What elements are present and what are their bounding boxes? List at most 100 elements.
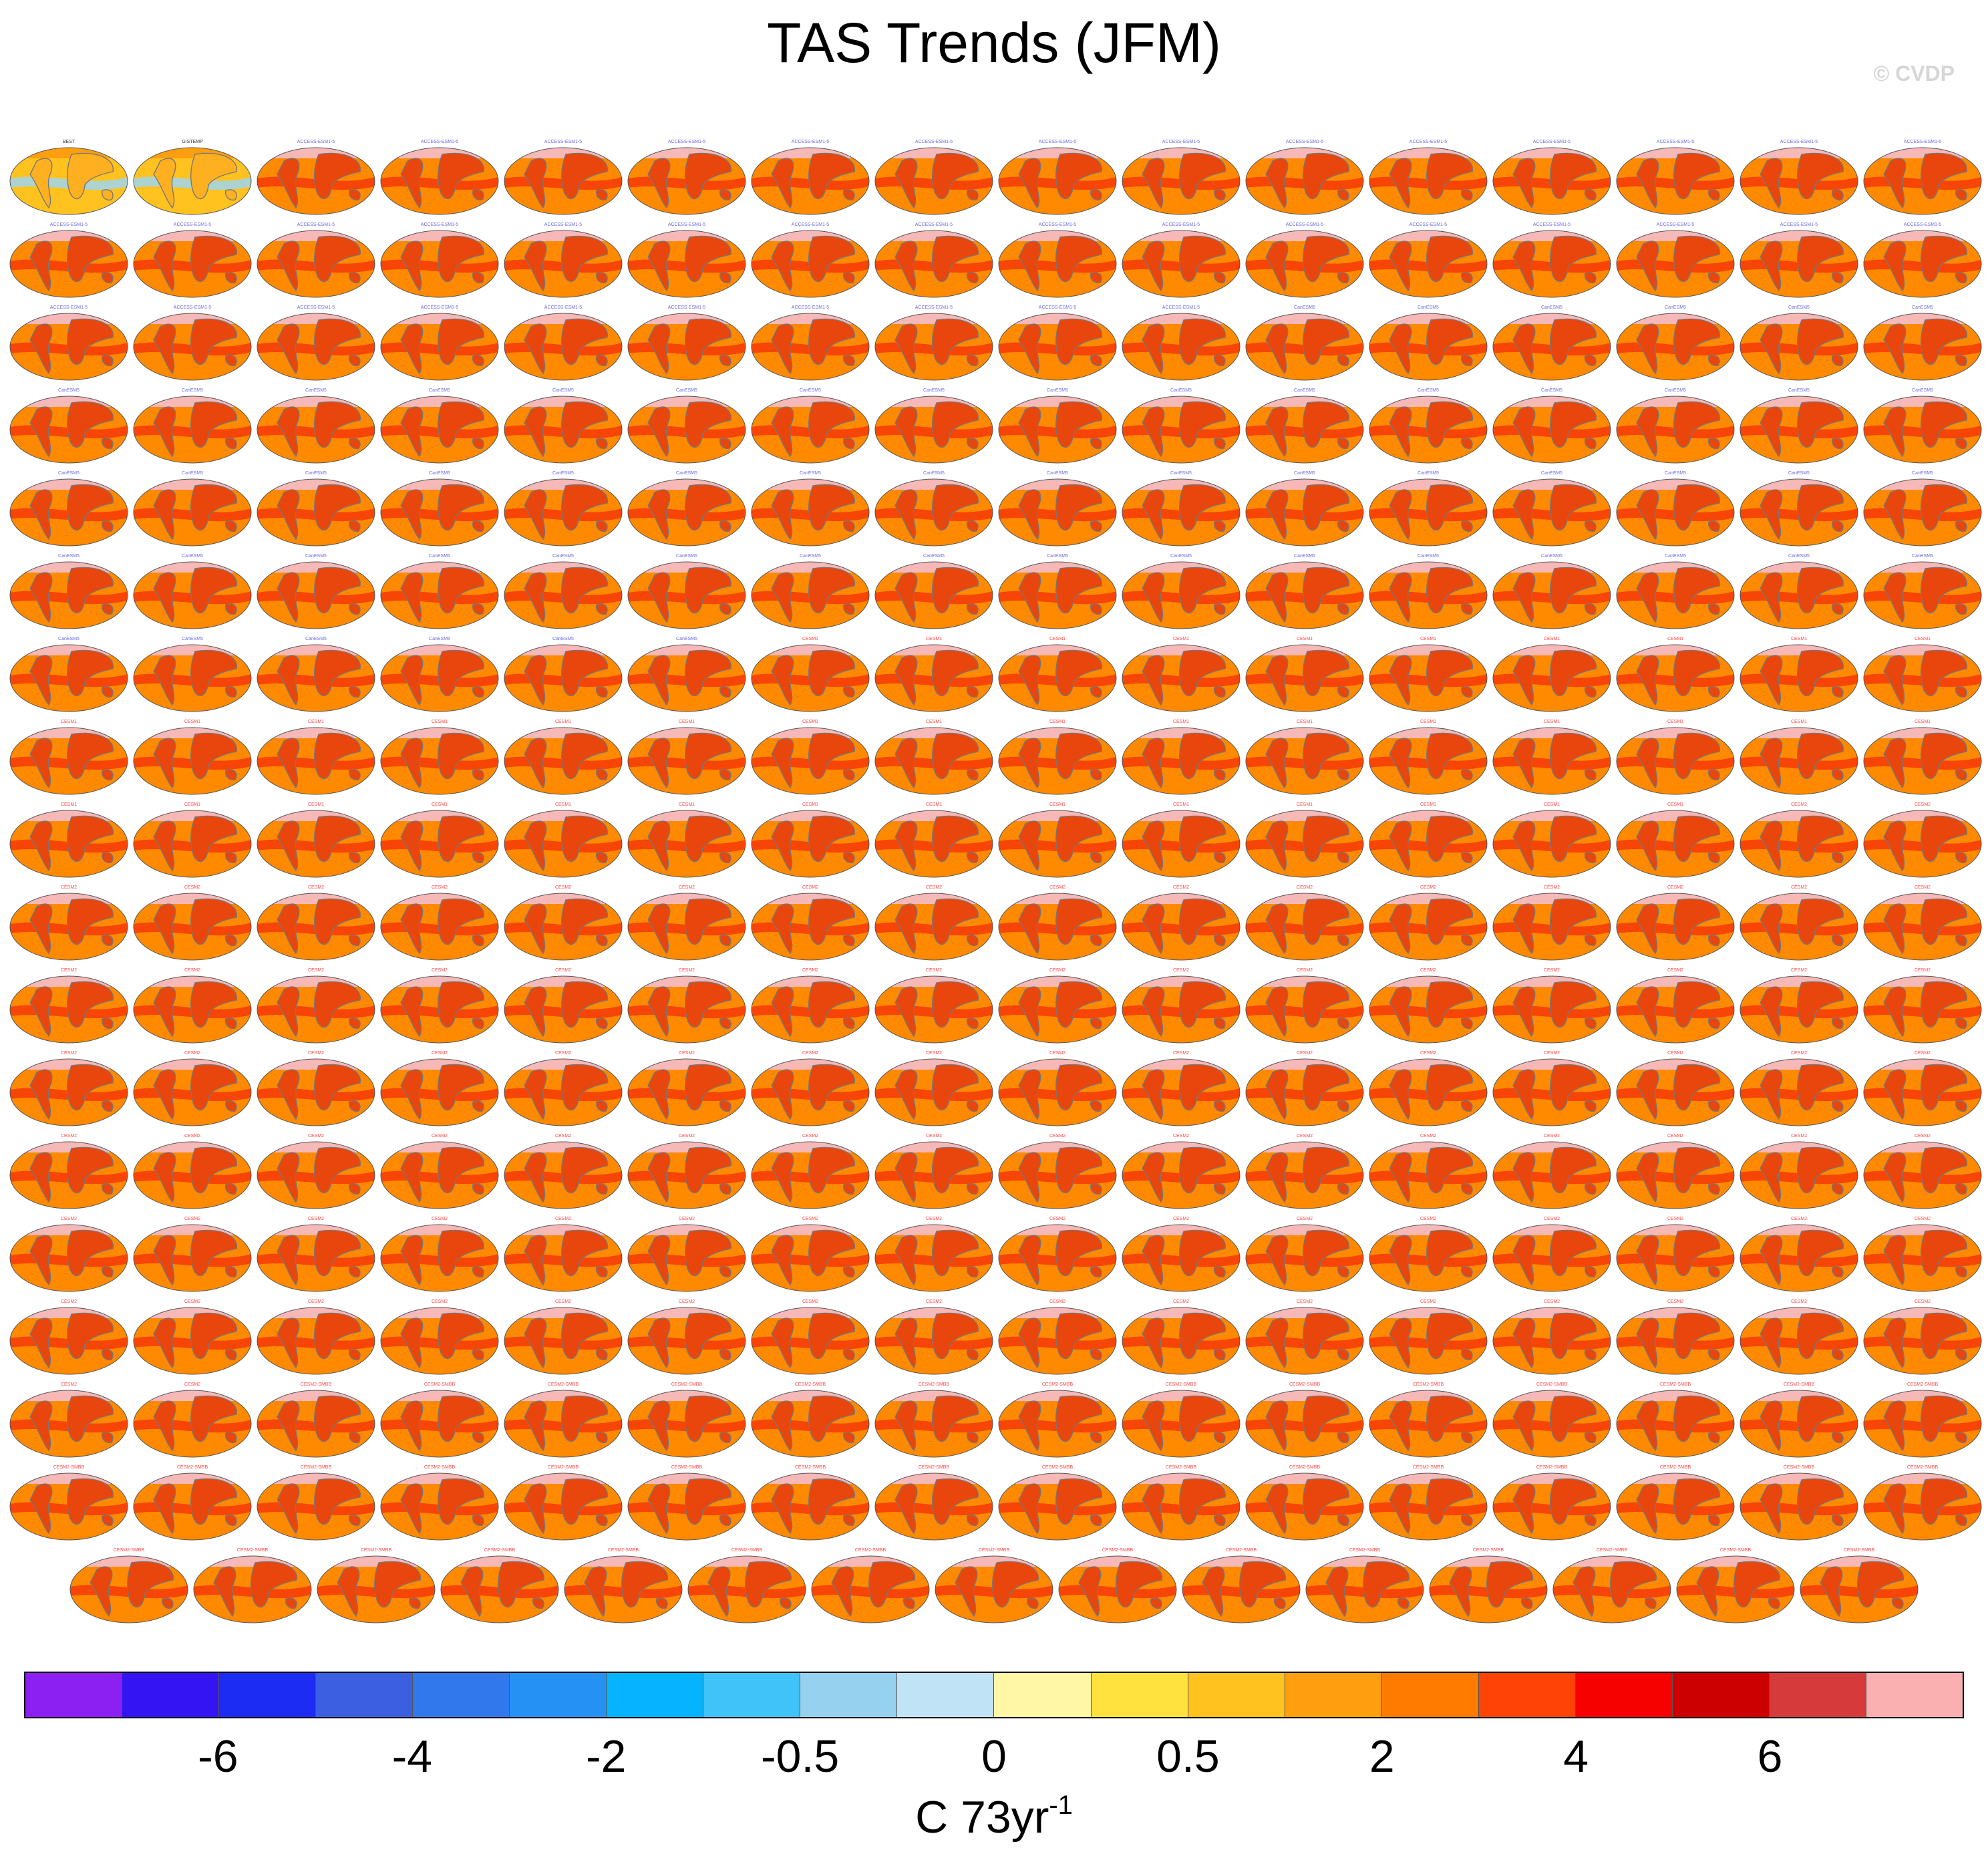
colorbar-box bbox=[1285, 1673, 1382, 1717]
map-outline bbox=[811, 1555, 930, 1623]
model-map-panel: CESM2 bbox=[133, 1131, 252, 1210]
map-panel-svg: CESM2 bbox=[380, 1134, 499, 1209]
model-map-panel: CESM2 bbox=[133, 1297, 252, 1376]
arctic-band bbox=[10, 230, 128, 241]
land-mass bbox=[1883, 235, 1967, 292]
map-panel-svg: CESM2 bbox=[751, 1217, 870, 1292]
map-panel-svg: CESM2-SMBB bbox=[1122, 1465, 1240, 1541]
land-mass bbox=[400, 1312, 484, 1369]
model-map-panel: ACCESS-ESM1-5 bbox=[874, 303, 993, 381]
map-outline bbox=[751, 1472, 870, 1541]
panel-title: CESM2 bbox=[308, 1217, 324, 1221]
map-outline bbox=[1122, 644, 1240, 712]
arctic-band bbox=[1493, 1307, 1611, 1318]
map-panel-svg: ACCESS-ESM1-5 bbox=[627, 222, 746, 298]
panel-title: CanESM5 bbox=[1788, 388, 1810, 393]
land-mass bbox=[524, 815, 608, 872]
map-panel-svg: ACCESS-ESM1-5 bbox=[1740, 140, 1858, 215]
map-outline bbox=[1245, 313, 1364, 381]
land-mass bbox=[400, 898, 484, 955]
panel-title: ACCESS-ESM1-5 bbox=[297, 305, 335, 310]
map-panel-svg: CanESM5 bbox=[1369, 554, 1488, 629]
model-map-panel: CESM1 bbox=[998, 634, 1117, 713]
map-panel-svg: CanESM5 bbox=[1245, 554, 1364, 629]
arctic-band bbox=[1740, 1142, 1858, 1152]
map-panel-svg: CESM2 bbox=[1740, 1299, 1858, 1375]
panel-title: CESM2-SMBB bbox=[361, 1548, 392, 1553]
map-outline bbox=[627, 1224, 746, 1292]
map-panel-svg: CESM2 bbox=[874, 1217, 993, 1292]
panel-title: CanESM5 bbox=[676, 388, 697, 393]
map-panel-svg: CESM2-SMBB bbox=[751, 1382, 870, 1458]
arctic-band bbox=[1122, 810, 1240, 821]
panel-title: CESM1 bbox=[1297, 637, 1313, 641]
arctic-band bbox=[1740, 645, 1858, 655]
map-outline bbox=[257, 1058, 375, 1126]
panel-title: CESM2 bbox=[308, 968, 324, 973]
panel-title: ACCESS-ESM1-5 bbox=[1410, 140, 1448, 144]
land-mass bbox=[277, 1395, 361, 1452]
arctic-band bbox=[1553, 1556, 1671, 1567]
arctic-band bbox=[1864, 893, 1981, 904]
map-panel-svg: CanESM5 bbox=[874, 471, 993, 547]
arctic-band bbox=[875, 1473, 993, 1484]
arctic-band bbox=[1493, 230, 1611, 241]
arctic-band bbox=[1122, 396, 1240, 407]
land-mass bbox=[400, 1395, 484, 1452]
map-outline bbox=[380, 1307, 499, 1375]
map-panel-svg: CESM2-SMBB bbox=[1492, 1465, 1611, 1541]
arctic-band bbox=[628, 562, 746, 573]
panel-title: CESM1 bbox=[1544, 720, 1560, 724]
panel-title: CESM2 bbox=[679, 968, 695, 973]
model-map-panel: CESM2-SMBB bbox=[1552, 1545, 1671, 1624]
model-map-panel: CanESM5 bbox=[1369, 468, 1488, 547]
land-mass bbox=[153, 401, 237, 458]
map-outline bbox=[1616, 313, 1735, 381]
panel-title: CESM2 bbox=[1049, 1217, 1065, 1221]
map-outline bbox=[627, 313, 746, 381]
land-mass bbox=[1883, 152, 1967, 209]
map-panel-svg: CanESM5 bbox=[9, 554, 128, 629]
panel-title: CESM2 bbox=[1915, 1299, 1931, 1304]
land-mass bbox=[1325, 1561, 1410, 1617]
panel-title: ACCESS-ESM1-5 bbox=[668, 222, 706, 227]
map-outline bbox=[1492, 1472, 1611, 1541]
land-mass bbox=[1265, 152, 1349, 209]
map-panel-svg: ACCESS-ESM1-5 bbox=[380, 222, 499, 298]
model-map-panel: CESM2-SMBB bbox=[751, 1380, 870, 1458]
map-panel-svg: CESM2 bbox=[1369, 1217, 1488, 1292]
arctic-band bbox=[752, 810, 869, 821]
map-outline bbox=[1492, 727, 1611, 795]
arctic-band bbox=[381, 1142, 498, 1152]
map-panel-svg: CESM2 bbox=[380, 1299, 499, 1375]
land-mass bbox=[153, 1064, 237, 1120]
map-panel-svg: ACCESS-ESM1-5 bbox=[504, 222, 623, 298]
map-outline bbox=[380, 1472, 499, 1541]
model-map-panel: CESM2 bbox=[1369, 1048, 1488, 1127]
map-panel-svg: CESM2 bbox=[9, 1299, 128, 1375]
model-map-panel: CESM2 bbox=[257, 1048, 375, 1127]
land-mass bbox=[1265, 1478, 1349, 1535]
model-map-panel: ACCESS-ESM1-5 bbox=[874, 220, 993, 299]
map-panel-svg: ACCESS-ESM1-5 bbox=[1863, 140, 1982, 215]
colorbar-tick-label: 2 bbox=[1369, 1731, 1395, 1782]
model-map-panel: ACCESS-ESM1-5 bbox=[998, 220, 1117, 299]
panel-title: CESM2 bbox=[1915, 1134, 1931, 1138]
model-map-panel: CESM1 bbox=[751, 634, 870, 713]
panel-title: CESM2 bbox=[926, 1051, 942, 1056]
map-panel-svg: CESM2 bbox=[1122, 1299, 1240, 1375]
map-panel-svg: CESM2 bbox=[504, 885, 623, 961]
land-mass bbox=[1760, 1478, 1844, 1535]
map-outline bbox=[380, 561, 499, 629]
land-mass bbox=[647, 981, 731, 1038]
map-outline bbox=[998, 727, 1117, 795]
model-map-panel: CESM1 bbox=[1369, 800, 1488, 879]
arctic-band bbox=[504, 1142, 622, 1152]
arctic-band bbox=[1246, 976, 1363, 987]
arctic-band bbox=[1740, 1059, 1858, 1070]
model-map-panel: CESM1 bbox=[1863, 634, 1982, 713]
map-panel-svg: CESM2 bbox=[1616, 1299, 1735, 1375]
land-mass bbox=[894, 1229, 979, 1286]
arctic-band bbox=[1122, 313, 1240, 324]
land-mass bbox=[400, 1064, 484, 1120]
